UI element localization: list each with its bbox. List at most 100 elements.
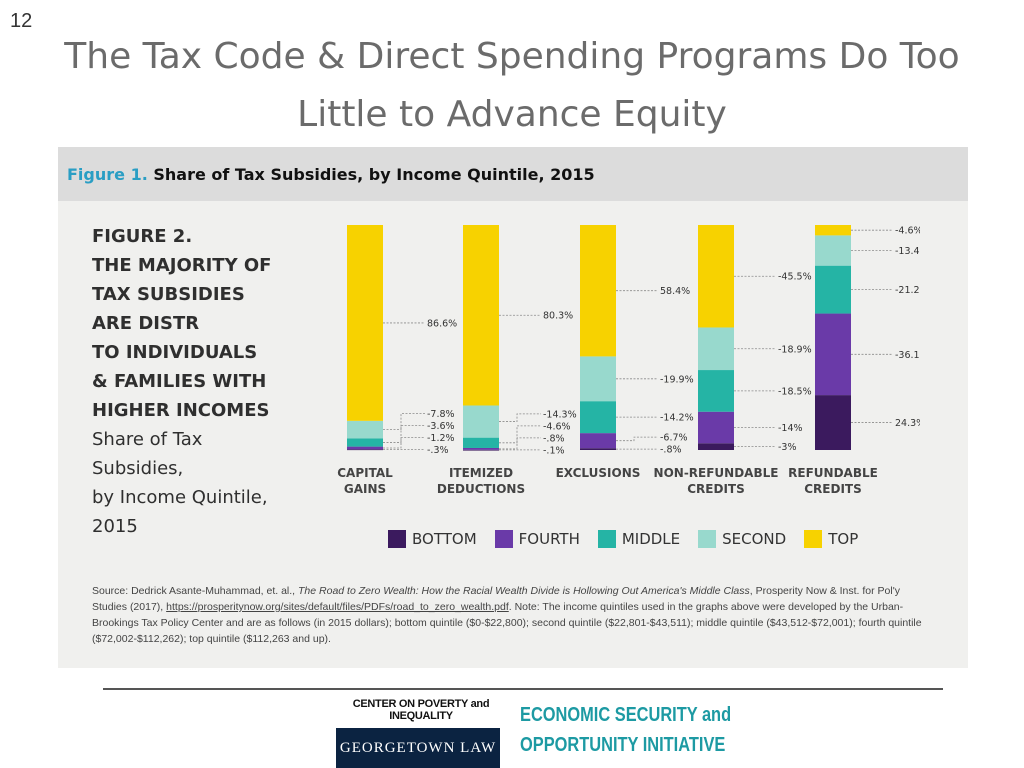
figure-label: Figure 1. <box>67 165 148 184</box>
initiative-line-2: OPPORTUNITY INITIATIVE <box>520 734 726 756</box>
data-label: -4.6% <box>895 226 920 237</box>
legend-item-second: SECOND <box>698 530 786 548</box>
legend-label: BOTTOM <box>412 530 477 548</box>
source-prefix: Source: Dedrick Asante-Muhammad, et. al.… <box>92 585 299 597</box>
source-suffix: . Note: The income quintiles used in the… <box>92 601 922 645</box>
bar-segment-top <box>463 225 499 406</box>
leader-line <box>499 413 541 422</box>
initiative-logo: ECONOMIC SECURITY and OPPORTUNITY INITIA… <box>520 700 731 760</box>
leader-line <box>383 437 425 449</box>
bar-segment-top <box>347 225 383 421</box>
category-label: DEDUCTIONS <box>437 482 525 496</box>
bar-segment-second <box>698 327 734 371</box>
data-label: -7.8% <box>427 409 455 420</box>
data-label: -45.5% <box>778 272 812 283</box>
logo-org-name: CENTER ON POVERTY and INEQUALITY <box>352 698 490 722</box>
category-label: GAINS <box>344 482 386 496</box>
bar-segment-fourth <box>463 447 499 450</box>
figure-caption: Figure 1. Share of Tax Subsidies, by Inc… <box>67 165 595 184</box>
data-label: -19.9% <box>660 374 694 385</box>
data-label: 58.4% <box>660 286 690 297</box>
bar-segment-bottom <box>815 395 851 450</box>
data-label: -4.6% <box>543 421 571 432</box>
data-label: 24.3% <box>895 418 920 429</box>
bar-segment-middle <box>347 438 383 447</box>
logo-box-text: GEORGETOWN LAW <box>339 739 497 756</box>
legend-swatch <box>804 530 823 548</box>
legend-label: TOP <box>828 530 859 548</box>
bar-segment-top <box>580 225 616 357</box>
legend-swatch <box>698 530 717 548</box>
data-label: -14% <box>778 423 803 434</box>
data-label: -.1% <box>543 445 565 456</box>
figure-subtitle-line: 2015 <box>92 516 138 537</box>
bar-segment-second <box>815 235 851 266</box>
category-label: ITEMIZED <box>449 466 513 480</box>
source-middle: , Prosperity Now & Inst. for Pol'y Studi… <box>92 585 900 613</box>
data-label: 86.6% <box>427 318 457 329</box>
data-label: -1.2% <box>427 433 455 444</box>
bar-segment-fourth <box>698 411 734 444</box>
footer-divider <box>103 688 943 690</box>
bar-segment-middle <box>815 265 851 314</box>
data-label: -18.5% <box>778 386 812 397</box>
bar-segment-fourth <box>347 446 383 450</box>
category-label: CREDITS <box>687 482 745 496</box>
legend-item-bottom: BOTTOM <box>388 530 477 548</box>
bar-segment-fourth <box>580 433 616 449</box>
bar-segment-bottom <box>580 448 616 450</box>
category-label: CAPITAL <box>337 466 393 480</box>
leader-line <box>499 437 541 450</box>
bar-segment-second <box>347 420 383 439</box>
data-label: -13.4% <box>895 246 920 257</box>
figure-bold-line: TAX SUBSIDIES <box>92 284 245 305</box>
legend-swatch <box>494 530 513 548</box>
data-label: -3.6% <box>427 421 455 432</box>
bar-segment-middle <box>698 370 734 412</box>
slide-title-line-1: The Tax Code & Direct Spending Programs … <box>64 36 960 77</box>
legend-item-fourth: FOURTH <box>494 530 580 548</box>
figure-bold-line: THE MAJORITY OF <box>92 255 272 276</box>
data-label: -14.2% <box>660 413 694 424</box>
legend-swatch <box>388 530 406 548</box>
initiative-line-1: ECONOMIC SECURITY and <box>520 704 732 726</box>
bar-segment-fourth <box>815 313 851 396</box>
bar-segment-bottom <box>347 449 383 451</box>
data-label: -36.1% <box>895 350 920 361</box>
figure-bold-line: ARE DISTR <box>92 313 200 334</box>
bar-segment-bottom <box>698 443 734 450</box>
data-label: -.8% <box>660 445 682 456</box>
category-label: NON-REFUNDABLE <box>654 466 779 480</box>
figure-bold-line: HIGHER INCOMES <box>92 400 270 421</box>
bar-segment-bottom <box>463 449 499 451</box>
figure-subtitle-line: by Income Quintile, <box>92 487 268 508</box>
legend-label: MIDDLE <box>621 530 681 548</box>
source-title: The Road to Zero Wealth: How the Racial … <box>298 585 750 597</box>
leader-line <box>616 436 658 442</box>
data-label: -21.2% <box>895 285 920 296</box>
logo-box: GEORGETOWN LAW <box>336 728 500 768</box>
bar-segment-top <box>698 225 734 328</box>
data-label: 80.3% <box>543 311 573 322</box>
legend-label: FOURTH <box>518 530 580 548</box>
slide-title-line-2: Little to Advance Equity <box>297 94 727 135</box>
figure-bold-line: FIGURE 2. <box>92 226 193 247</box>
figure-bold-line: TO INDIVIDUALS <box>92 342 258 363</box>
slide-number: 12 <box>10 10 33 32</box>
leader-line <box>383 413 425 431</box>
bar-segment-top <box>815 225 851 236</box>
category-label: CREDITS <box>804 482 862 496</box>
category-label: EXCLUSIONS <box>556 466 641 480</box>
slide-title: The Tax Code & Direct Spending Programs … <box>60 28 964 144</box>
figure-subtitle-line: Share of Tax Subsidies, <box>92 429 203 479</box>
chart-legend: BOTTOM FOURTH MIDDLE SECOND TOP <box>388 530 858 548</box>
data-label: -.3% <box>427 445 449 456</box>
legend-item-top: TOP <box>804 530 858 548</box>
legend-item-middle: MIDDLE <box>597 530 681 548</box>
leader-line <box>499 425 541 444</box>
georgetown-logo: CENTER ON POVERTY and INEQUALITY GEORGET… <box>336 698 506 768</box>
figure-header: Figure 1. Share of Tax Subsidies, by Inc… <box>58 147 968 201</box>
source-link[interactable]: https://prosperitynow.org/sites/default/… <box>166 601 509 613</box>
data-label: -14.3% <box>543 409 577 420</box>
data-label: -6.7% <box>660 433 688 444</box>
